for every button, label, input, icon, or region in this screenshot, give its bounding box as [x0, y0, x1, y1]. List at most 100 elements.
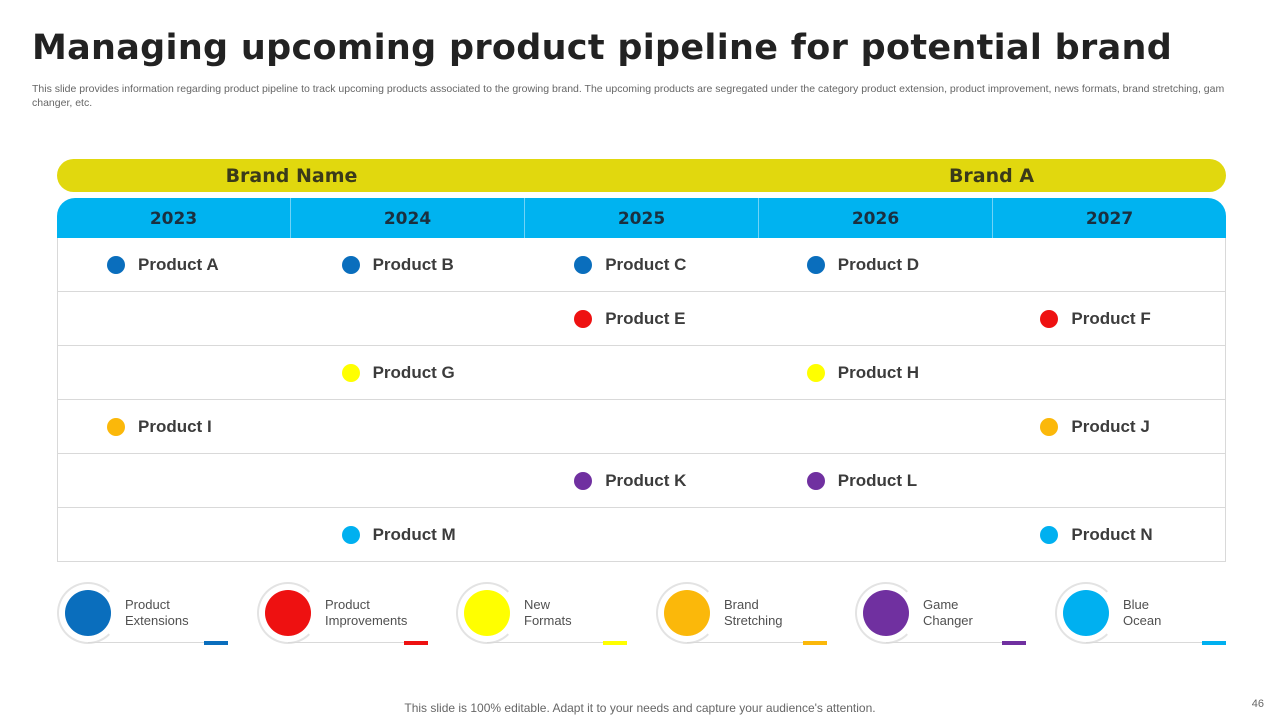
category-dot-icon — [107, 255, 125, 274]
table-cell — [526, 400, 759, 453]
legend-label-line: Blue — [1123, 597, 1150, 612]
product-item: Product L — [806, 470, 918, 491]
year-header: 2026 — [758, 198, 992, 238]
legend-item: Blue Ocean — [1055, 580, 1226, 646]
table-row: Product E Product F — [58, 291, 1225, 345]
legend-divider — [1086, 642, 1226, 643]
table-row: Product I Product J — [58, 399, 1225, 453]
category-legend: Product Extensions Product Improvements New F… — [57, 580, 1227, 650]
legend-color-icon — [863, 590, 909, 636]
legend-divider — [487, 642, 627, 643]
table-cell — [526, 508, 759, 561]
legend-color-icon — [65, 590, 111, 636]
year-header: 2024 — [290, 198, 524, 238]
table-cell: Product J — [991, 400, 1225, 453]
table-cell — [759, 508, 992, 561]
product-label: Product L — [837, 470, 918, 490]
pipeline-table-body: Product A Product B Product C Product D Prod… — [57, 238, 1226, 562]
legend-label-line: Brand — [724, 597, 759, 612]
product-label: Product H — [837, 362, 920, 382]
legend-divider — [288, 642, 428, 643]
table-cell — [526, 346, 759, 399]
table-cell: Product F — [991, 292, 1225, 345]
product-item: Product M — [341, 524, 456, 545]
table-cell — [292, 454, 527, 507]
legend-color-icon — [664, 590, 710, 636]
product-item: Product H — [806, 362, 920, 383]
category-dot-icon — [341, 255, 360, 274]
legend-label: Product Improvements — [325, 597, 425, 629]
table-cell — [58, 454, 292, 507]
legend-divider — [886, 642, 1026, 643]
table-cell — [58, 346, 292, 399]
product-item: Product F — [1040, 308, 1151, 329]
product-item: Product D — [806, 255, 919, 275]
legend-ring — [855, 582, 917, 644]
product-label: Product F — [1071, 308, 1151, 328]
legend-label-line: Game — [923, 597, 959, 612]
product-label: Product A — [138, 254, 219, 274]
legend-accent — [1202, 641, 1226, 645]
category-dot-icon — [1040, 309, 1059, 328]
legend-color-icon — [464, 590, 510, 636]
legend-accent — [803, 641, 827, 645]
legend-label-line: Product — [125, 597, 170, 612]
table-cell: Product C — [526, 238, 759, 291]
category-dot-icon — [1040, 525, 1059, 544]
product-label: Product G — [372, 362, 455, 382]
pipeline-table: 2023 2024 2025 2026 2027 Product A Produc… — [57, 198, 1226, 562]
legend-ring — [257, 582, 319, 644]
product-label: Product M — [372, 524, 456, 544]
legend-label-line: Ocean — [1123, 613, 1162, 628]
product-item: Product G — [341, 362, 455, 383]
legend-ring — [57, 582, 119, 644]
category-dot-icon — [1040, 417, 1059, 436]
category-dot-icon — [574, 471, 593, 490]
product-item: Product E — [574, 309, 685, 329]
legend-item: Product Improvements — [257, 580, 428, 646]
year-header: 2027 — [992, 198, 1226, 238]
product-item: Product N — [1040, 524, 1153, 545]
legend-color-icon — [1063, 590, 1109, 636]
legend-item: Game Changer — [855, 580, 1026, 646]
table-row: Product G Product H — [58, 345, 1225, 399]
table-cell: Product L — [759, 454, 992, 507]
product-item: Product C — [574, 255, 686, 275]
product-label: Product C — [605, 254, 687, 274]
table-row: Product K Product L — [58, 453, 1225, 507]
table-cell — [991, 454, 1225, 507]
product-label: Product N — [1071, 524, 1153, 544]
table-cell — [58, 292, 292, 345]
brand-name-label: Brand Name — [225, 165, 358, 187]
table-cell — [292, 400, 527, 453]
category-dot-icon — [341, 525, 360, 544]
legend-color-icon — [265, 590, 311, 636]
page-description: This slide provides information regardin… — [32, 83, 1225, 109]
brand-bar: Brand Name Brand A — [57, 159, 1226, 192]
category-dot-icon — [341, 363, 360, 382]
page-number: 46 — [1251, 698, 1264, 710]
legend-label: Product Extensions — [125, 597, 225, 629]
legend-label: Game Changer — [923, 597, 1023, 629]
product-item: Product J — [1040, 417, 1150, 437]
legend-label-line: Formats — [524, 613, 572, 628]
table-cell: Product E — [526, 292, 759, 345]
table-cell: Product N — [991, 508, 1225, 561]
table-cell — [991, 238, 1225, 291]
year-header: 2023 — [149, 209, 198, 229]
category-dot-icon — [574, 309, 593, 328]
product-label: Product I — [138, 416, 212, 436]
table-cell: Product M — [292, 508, 527, 561]
table-cell — [991, 346, 1225, 399]
table-cell: Product A — [58, 238, 292, 291]
table-cell: Product B — [292, 238, 527, 291]
legend-ring — [456, 582, 518, 644]
product-label: Product K — [605, 470, 687, 490]
table-cell: Product D — [759, 238, 992, 291]
table-row: Product A Product B Product C Product D — [58, 238, 1225, 291]
legend-accent — [404, 641, 428, 645]
product-label: Product E — [605, 308, 686, 328]
legend-accent — [1002, 641, 1026, 645]
legend-accent — [603, 641, 627, 645]
page-title: Managing upcoming product pipeline for p… — [32, 28, 1173, 68]
